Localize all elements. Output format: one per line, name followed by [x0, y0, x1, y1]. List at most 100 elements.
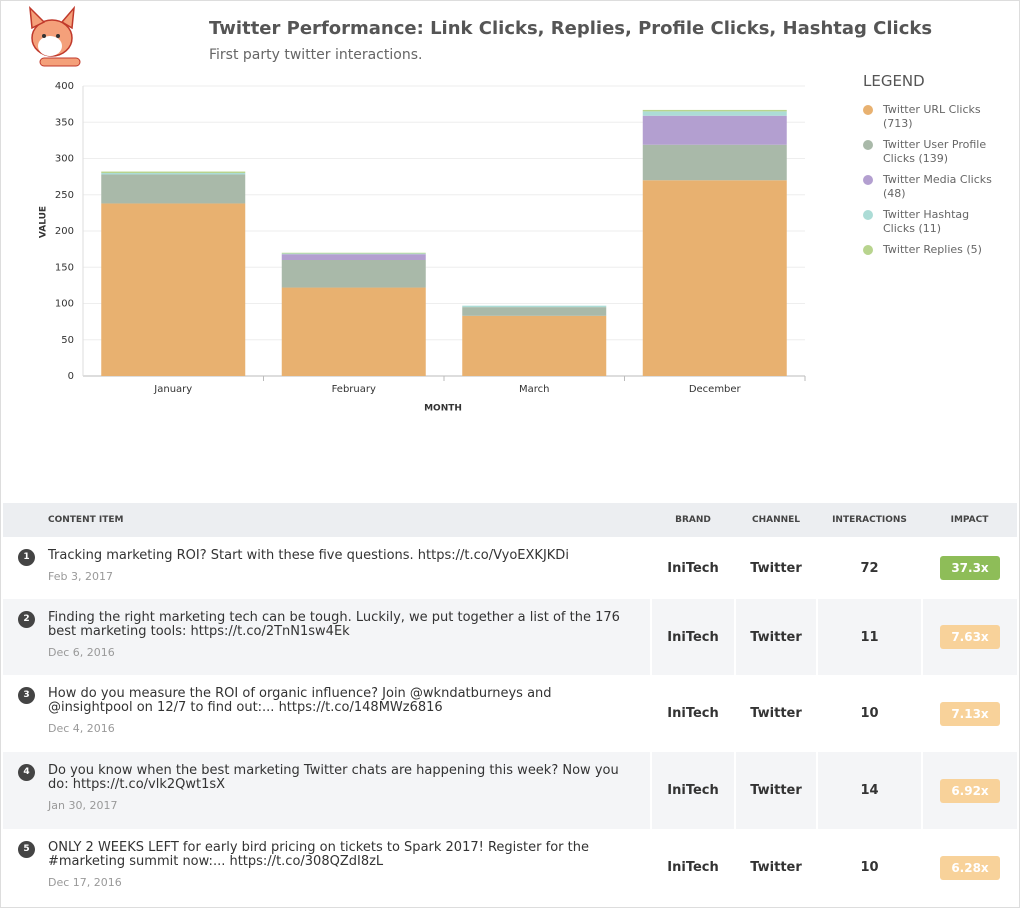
impact-badge: 6.92x	[940, 778, 1000, 803]
y-axis-label: VALUE	[39, 206, 49, 238]
legend-title: LEGEND	[863, 72, 925, 90]
legend-item: Twitter Replies (5)	[863, 243, 993, 257]
content-cell: 4 Do you know when the best marketing Twi…	[3, 752, 651, 829]
rank-badge: 4	[18, 764, 35, 781]
bar-segment	[642, 180, 787, 376]
bar-segment	[281, 253, 426, 255]
bar-segment	[101, 171, 246, 173]
content-date: Dec 17, 2016	[48, 876, 122, 889]
legend-label: Twitter Hashtag Clicks (11)	[883, 208, 970, 235]
content-date: Jan 30, 2017	[48, 799, 118, 812]
interactions-cell: 72	[816, 537, 922, 599]
impact-cell: 6.92x	[921, 752, 1017, 829]
chart-title: Twitter Performance: Link Clicks, Replie…	[209, 18, 932, 39]
legend-item: Twitter URL Clicks (713)	[863, 103, 993, 131]
content-text: ONLY 2 WEEKS LEFT for early bird pricing…	[48, 840, 589, 869]
brand-cell: IniTech	[650, 752, 735, 829]
legend-label: Twitter Media Clicks (48)	[883, 173, 992, 200]
brand-cell: IniTech	[650, 829, 735, 906]
table-row: 5 ONLY 2 WEEKS LEFT for early bird pricin…	[3, 829, 1017, 906]
impact-badge: 37.3x	[940, 556, 1000, 580]
x-tick-label: January	[153, 384, 192, 395]
impact-cell: 7.63x	[921, 599, 1017, 675]
legend-swatch	[863, 105, 873, 115]
interactions-cell: 10	[816, 829, 922, 906]
legend-item: Twitter User Profile Clicks (139)	[863, 138, 993, 166]
channel-cell: Twitter	[734, 752, 817, 829]
legend: LEGEND Twitter URL Clicks (713) Twitter U…	[863, 72, 993, 264]
impact-cell: 37.3x	[921, 537, 1017, 599]
brand-cell: IniTech	[650, 537, 735, 599]
channel-cell: Twitter	[734, 675, 817, 752]
brand-cell: IniTech	[650, 675, 735, 752]
bar-segment	[642, 109, 787, 112]
y-tick-label: 200	[55, 226, 74, 237]
content-cell: 3 How do you measure the ROI of organic i…	[3, 675, 651, 752]
impact-badge: 7.13x	[940, 701, 1000, 726]
legend-swatch	[863, 175, 873, 185]
column-header: CONTENT ITEM	[3, 503, 651, 537]
table-row: 1 Tracking marketing ROI? Start with thes…	[3, 537, 1017, 599]
header-row: CONTENT ITEM BRAND CHANNEL INTERACTIONS IMPA…	[3, 503, 1017, 537]
rank-badge: 3	[18, 687, 35, 704]
bar-segment	[281, 252, 426, 254]
channel-cell: Twitter	[734, 599, 817, 675]
impact-cell: 6.28x	[921, 829, 1017, 906]
rank-badge: 5	[18, 841, 35, 858]
rank-badge: 2	[18, 611, 35, 628]
y-tick-label: 50	[61, 335, 74, 346]
channel-cell: Twitter	[734, 829, 817, 906]
legend-label: Twitter Replies (5)	[883, 243, 982, 256]
column-header: CHANNEL	[735, 503, 817, 537]
column-header: INTERACTIONS	[817, 503, 922, 537]
y-tick-label: 400	[55, 81, 74, 92]
impact-cell: 7.13x	[921, 675, 1017, 752]
bar-segment	[101, 174, 246, 204]
table-row: 4 Do you know when the best marketing Twi…	[3, 752, 1017, 829]
x-tick-label: February	[332, 384, 376, 395]
bar-segment	[101, 173, 246, 175]
legend-item: Twitter Hashtag Clicks (11)	[863, 208, 993, 236]
content-date: Dec 6, 2016	[48, 646, 115, 659]
rank-badge: 1	[18, 549, 35, 566]
bar-segment	[281, 254, 426, 260]
legend-label: Twitter User Profile Clicks (139)	[883, 138, 987, 165]
content-text: How do you measure the ROI of organic in…	[48, 686, 552, 715]
impact-badge: 6.28x	[940, 855, 1000, 880]
bar-segment	[642, 115, 787, 145]
logo	[29, 5, 81, 67]
content-date: Dec 4, 2016	[48, 722, 115, 735]
impact-badge: 7.63x	[940, 625, 1000, 649]
content-cell: 2 Finding the right marketing tech can be…	[3, 599, 651, 675]
bar-segment	[281, 287, 426, 376]
content-cell: 1 Tracking marketing ROI? Start with thes…	[3, 537, 651, 599]
x-axis-label: MONTH	[424, 404, 462, 414]
channel-cell: Twitter	[734, 537, 817, 599]
column-header: IMPACT	[922, 503, 1017, 537]
content-cell: 5 ONLY 2 WEEKS LEFT for early bird pricin…	[3, 829, 651, 906]
y-tick-label: 150	[55, 262, 74, 273]
bar-segment	[281, 260, 426, 288]
table-row: 2 Finding the right marketing tech can be…	[3, 599, 1017, 675]
interactions-cell: 10	[816, 675, 922, 752]
bar-segment	[462, 305, 607, 308]
content-date: Feb 3, 2017	[48, 570, 113, 583]
table-row: 3 How do you measure the ROI of organic i…	[3, 675, 1017, 752]
content-text: Tracking marketing ROI? Start with these…	[48, 548, 569, 563]
legend-swatch	[863, 140, 873, 150]
bar-segment	[642, 144, 787, 181]
content-text: Finding the right marketing tech can be …	[48, 610, 620, 639]
bar-segment	[101, 203, 246, 376]
legend-label: Twitter URL Clicks (713)	[883, 103, 981, 130]
content-text: Do you know when the best marketing Twit…	[48, 763, 619, 792]
y-tick-label: 350	[55, 117, 74, 128]
brand-cell: IniTech	[650, 599, 735, 675]
chart: Twitter Performance: Link Clicks, Replie…	[29, 5, 932, 414]
content-table: CONTENT ITEM BRAND CHANNEL INTERACTIONS IMPA…	[3, 503, 1017, 906]
y-tick-label: 300	[55, 154, 74, 165]
x-tick-label: March	[519, 384, 549, 395]
x-tick-label: December	[689, 384, 742, 395]
legend-swatch	[863, 210, 873, 220]
chart-subtitle: First party twitter interactions.	[209, 47, 422, 63]
